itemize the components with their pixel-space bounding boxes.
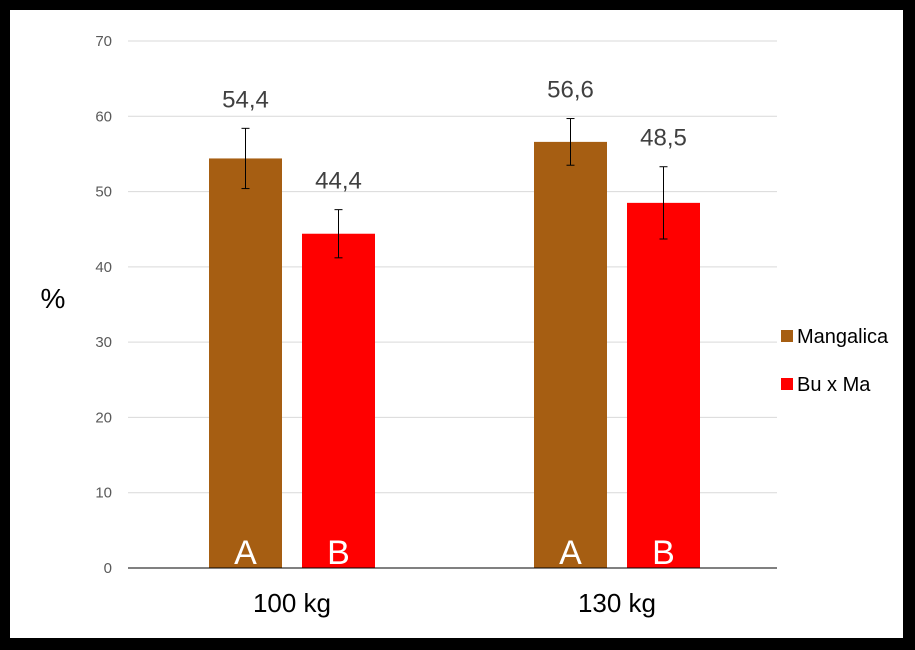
- chart-frame: 0 10 20 30 40 50 60 70 54,4 A 44,4 B 56,6 A 48,5 B 100…: [10, 10, 903, 638]
- y-axis-ticks: 0 10 20 30 40 50 60 70: [95, 33, 112, 577]
- data-label: 54,4: [222, 86, 269, 113]
- bar-letter-label: A: [234, 534, 257, 572]
- x-category-label: 130 kg: [578, 588, 656, 618]
- y-tick-label: 60: [95, 108, 112, 125]
- legend-swatch: [781, 330, 793, 342]
- bar: [302, 233, 375, 568]
- y-tick-label: 30: [95, 334, 112, 351]
- bar: [627, 202, 700, 568]
- data-label: 48,5: [640, 125, 687, 152]
- y-tick-label: 50: [95, 184, 112, 201]
- y-tick-label: 20: [95, 409, 112, 426]
- bar-letter-label: B: [652, 534, 675, 572]
- bar-chart: 0 10 20 30 40 50 60 70 54,4 A 44,4 B 56,6 A 48,5 B 100…: [41, 33, 889, 618]
- legend: Mangalica Bu x Ma: [781, 326, 889, 396]
- y-tick-label: 40: [95, 259, 112, 276]
- legend-label: Mangalica: [797, 326, 889, 348]
- bar: [534, 141, 607, 568]
- legend-swatch: [781, 378, 793, 390]
- y-axis-label: %: [41, 283, 66, 314]
- y-tick-label: 10: [95, 485, 112, 502]
- bar-letter-label: A: [559, 534, 582, 572]
- y-tick-label: 0: [104, 560, 112, 577]
- data-labels: 54,4 A 44,4 B 56,6 A 48,5 B: [222, 77, 687, 572]
- y-tick-label: 70: [95, 33, 112, 50]
- bar-letter-label: B: [327, 534, 350, 572]
- bars: [209, 141, 700, 568]
- x-category-label: 100 kg: [253, 588, 331, 618]
- bar: [209, 158, 282, 568]
- x-axis-categories: 100 kg 130 kg: [253, 588, 656, 618]
- legend-label: Bu x Ma: [797, 374, 871, 396]
- data-label: 44,4: [315, 168, 362, 195]
- error-bars: [241, 118, 668, 259]
- data-label: 56,6: [547, 77, 594, 104]
